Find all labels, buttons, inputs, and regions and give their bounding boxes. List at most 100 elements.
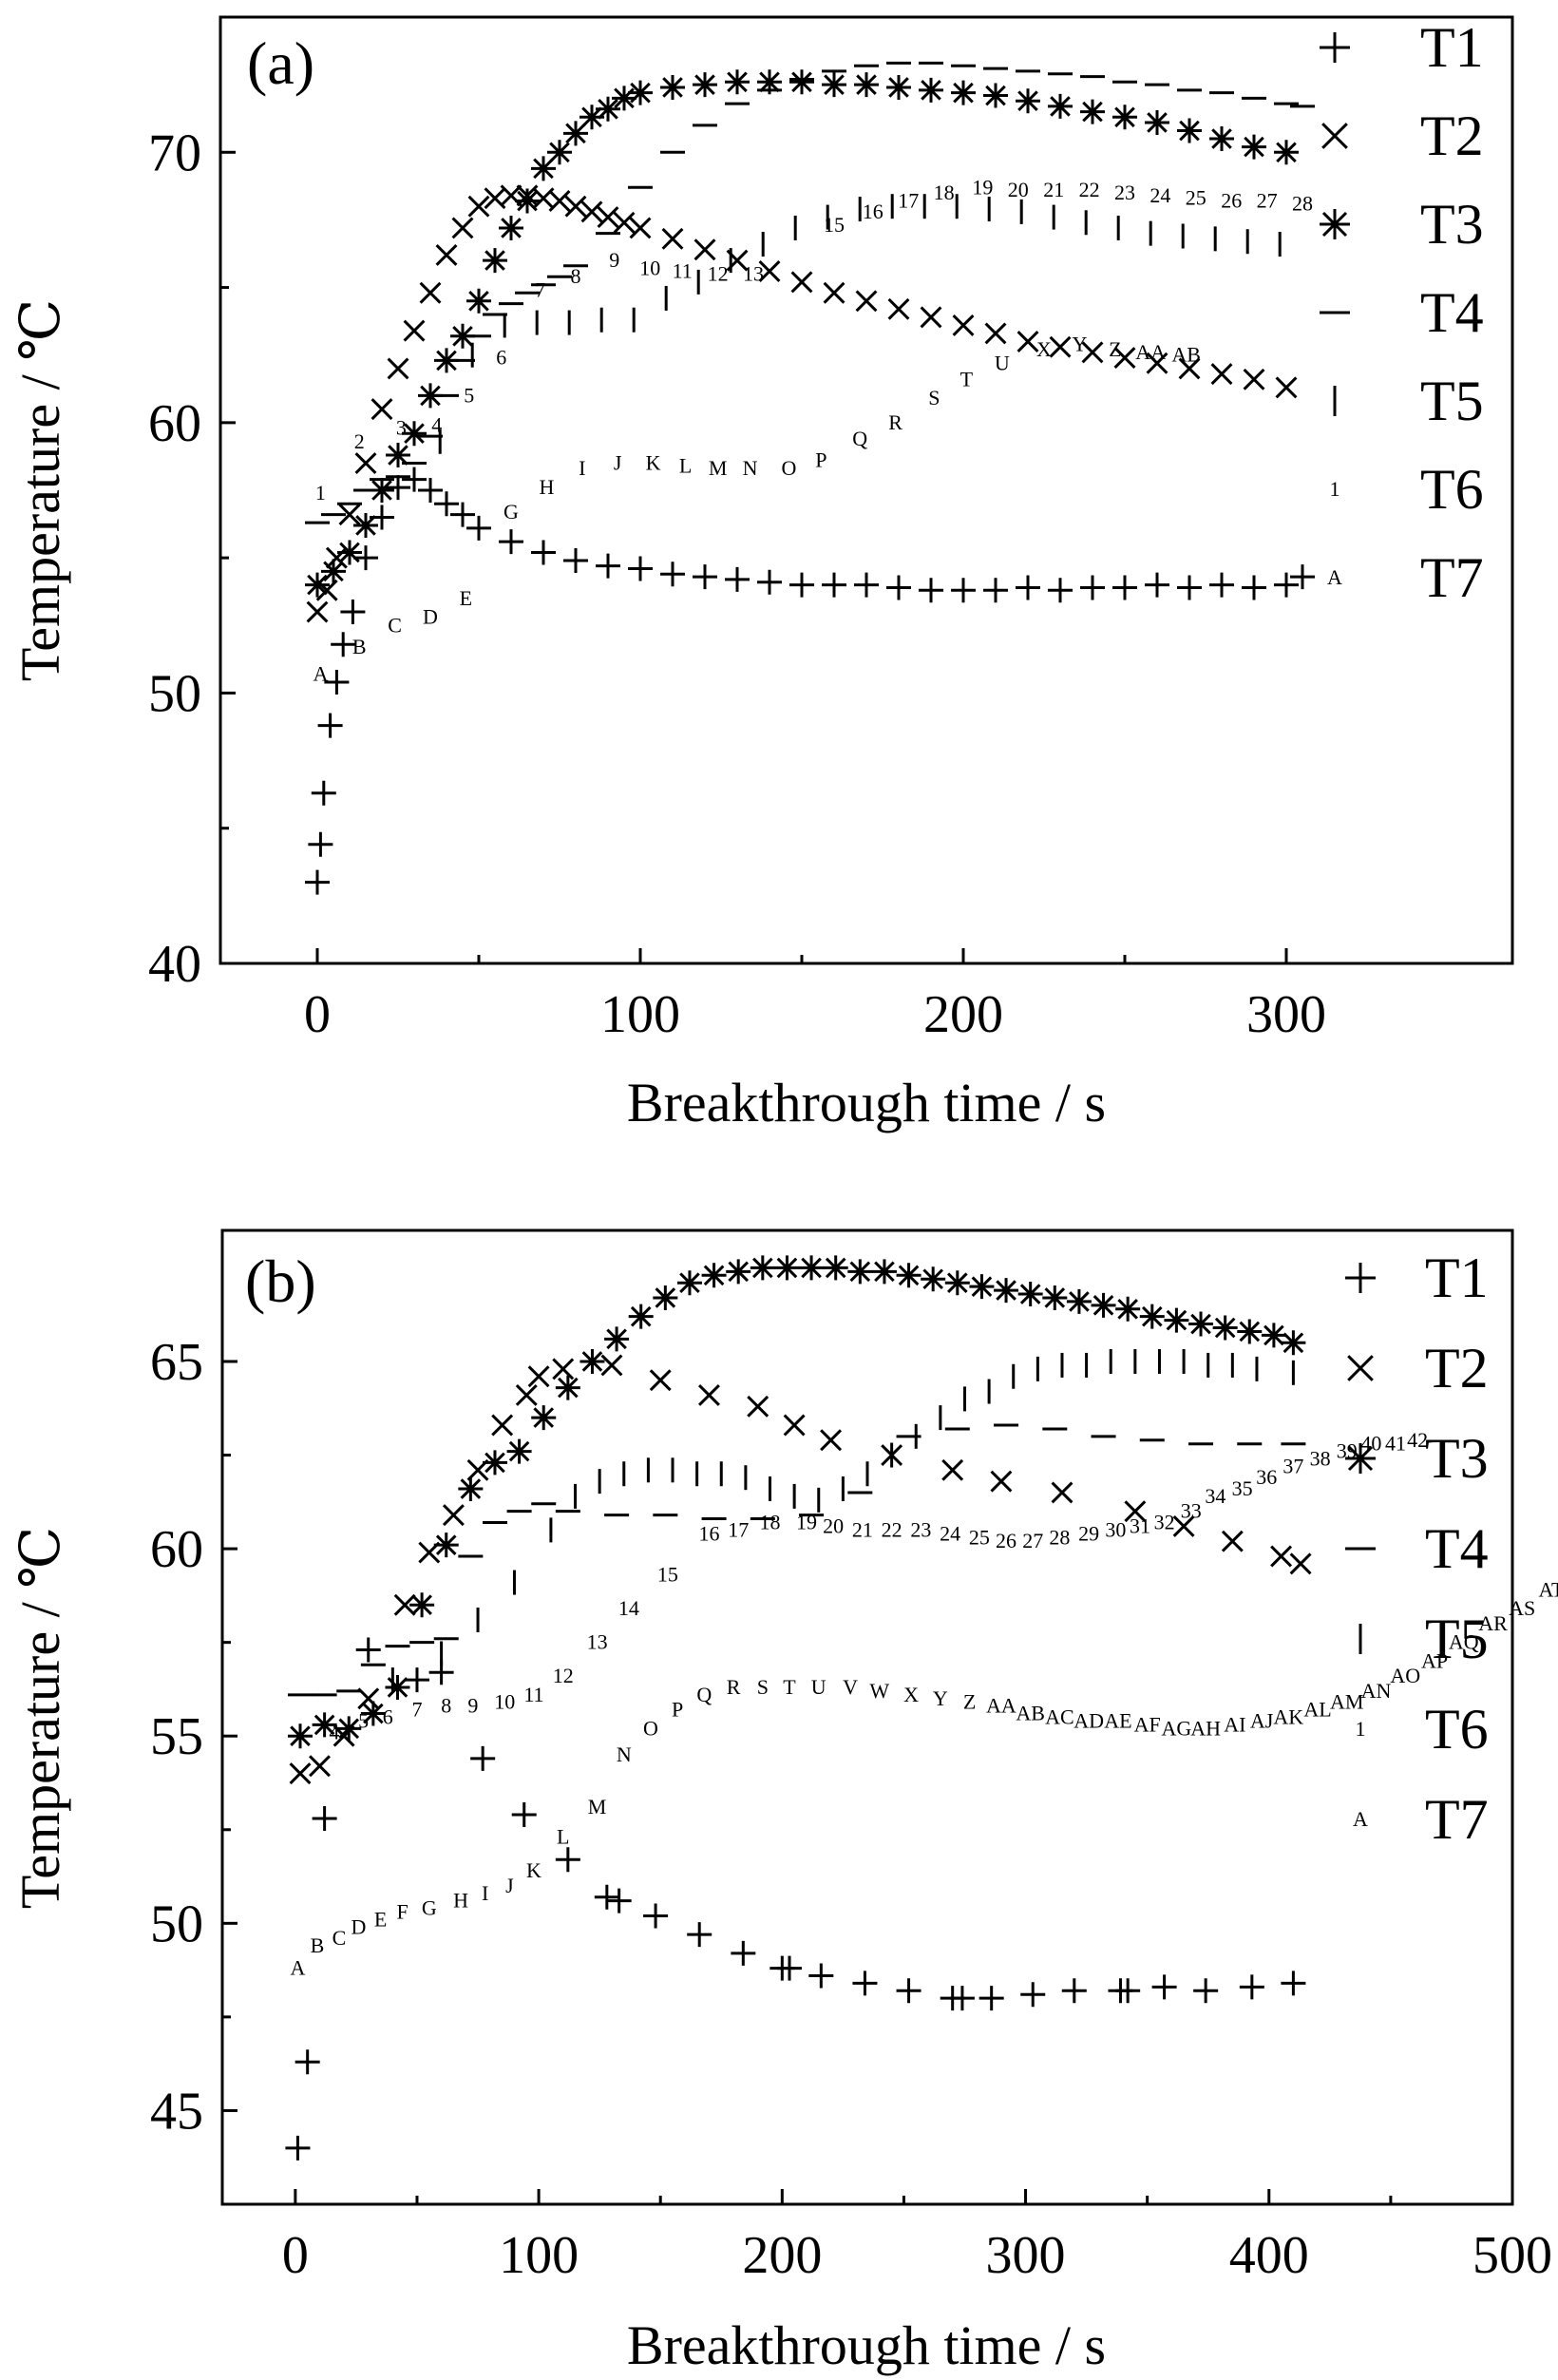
point-T7: M xyxy=(588,1795,607,1818)
point-T2 xyxy=(600,1354,623,1377)
point-T2 xyxy=(500,184,522,207)
point-T7: AQ xyxy=(1449,1630,1479,1654)
point-T6: 40 xyxy=(1360,1432,1381,1456)
point-T3 xyxy=(450,323,475,349)
point-T3 xyxy=(353,512,378,538)
point-T7: F xyxy=(396,1900,408,1924)
point-T6: 13 xyxy=(587,1630,608,1654)
point-T7: U xyxy=(811,1675,826,1699)
point-T6: 15 xyxy=(824,213,845,237)
point-T3 xyxy=(789,69,814,95)
legend-label-T7: T7 xyxy=(1425,1788,1489,1851)
point-T7: AK xyxy=(1273,1705,1303,1729)
point-T1 xyxy=(466,515,491,541)
point-T3 xyxy=(402,421,427,447)
point-T3 xyxy=(1237,1319,1263,1344)
point-T7: AL xyxy=(1303,1698,1331,1722)
point-T7: AE xyxy=(1104,1708,1131,1732)
legend-marker-T1 xyxy=(1345,1263,1376,1293)
point-T3 xyxy=(1017,1282,1043,1307)
point-T3 xyxy=(799,1255,825,1281)
axis-layer-b: 0 100 200 300 400 500 45 50 55 60 65 xyxy=(150,1333,1552,2285)
point-T6: 21 xyxy=(1043,178,1064,201)
point-T3 xyxy=(1177,118,1202,143)
point-T7: I xyxy=(579,456,585,480)
y-tick-label: 50 xyxy=(148,664,201,723)
point-T7: Z xyxy=(963,1690,976,1714)
x-tick-label: 0 xyxy=(304,985,331,1044)
point-T2 xyxy=(694,238,716,261)
point-T7: AA xyxy=(986,1694,1016,1718)
series-T1 xyxy=(285,1637,1306,2161)
point-T6: 24 xyxy=(940,1521,960,1545)
point-T2 xyxy=(338,504,361,526)
series-T1 xyxy=(305,466,1315,895)
point-T3 xyxy=(1274,140,1299,165)
point-T6: 38 xyxy=(1310,1446,1331,1470)
point-T1 xyxy=(919,578,943,603)
point-T1 xyxy=(311,780,336,806)
point-T1 xyxy=(434,491,459,517)
point-T7: H xyxy=(453,1889,468,1913)
point-T6: 5 xyxy=(464,383,474,407)
point-T3 xyxy=(969,1274,995,1300)
point-T3 xyxy=(944,1270,970,1296)
point-T6: 16 xyxy=(698,1521,719,1545)
point-T3 xyxy=(506,1438,532,1464)
point-T3 xyxy=(321,559,346,584)
x-tick-label: 300 xyxy=(986,2226,1066,2285)
legend-label-T2: T2 xyxy=(1425,1337,1489,1399)
point-T6: 18 xyxy=(760,1511,781,1534)
point-T3 xyxy=(433,1533,459,1558)
point-T6: 17 xyxy=(898,189,919,213)
point-T2 xyxy=(1221,1530,1244,1552)
point-T7: AO xyxy=(1390,1664,1420,1687)
point-T6: 27 xyxy=(1257,189,1278,213)
point-T3 xyxy=(466,288,491,314)
point-T7: AM xyxy=(1330,1690,1363,1714)
point-T1 xyxy=(499,529,523,555)
point-T1 xyxy=(789,572,814,598)
point-T2 xyxy=(564,195,587,218)
point-T1 xyxy=(854,572,879,598)
point-T7: H xyxy=(539,475,554,499)
point-T6: 9 xyxy=(467,1694,478,1718)
point-T3 xyxy=(483,248,507,274)
point-T2 xyxy=(527,1365,550,1388)
panel-label-b: (b) xyxy=(245,1247,316,1315)
point-T1 xyxy=(386,475,410,501)
point-T2 xyxy=(552,1358,575,1380)
point-T6: 21 xyxy=(852,1517,873,1541)
point-T6: 26 xyxy=(1221,189,1242,213)
point-T7: AH xyxy=(1190,1716,1221,1740)
point-T3 xyxy=(555,1375,580,1400)
legend-label-T5: T5 xyxy=(1425,1608,1489,1670)
point-T1 xyxy=(757,569,782,595)
point-T7: Q xyxy=(696,1683,712,1706)
legend-label-T5: T5 xyxy=(1420,370,1484,432)
point-T3 xyxy=(653,1285,678,1310)
point-T3 xyxy=(919,77,943,103)
point-T2 xyxy=(1113,347,1136,370)
point-T6: 28 xyxy=(1049,1525,1070,1549)
point-T1 xyxy=(808,1963,834,1989)
point-T2 xyxy=(1081,341,1104,364)
point-T7: S xyxy=(928,386,940,409)
point-T2 xyxy=(597,206,619,229)
x-tick-label: 0 xyxy=(282,2226,309,2285)
point-T6: 27 xyxy=(1022,1529,1043,1552)
point-T2 xyxy=(649,1369,672,1392)
point-T3 xyxy=(757,69,782,95)
point-T7: D xyxy=(352,1914,367,1938)
point-T3 xyxy=(1188,1311,1214,1337)
point-T6: 37 xyxy=(1282,1454,1303,1477)
point-T6: 1 xyxy=(315,481,326,505)
y-tick-label: 40 xyxy=(148,935,201,994)
point-T3 xyxy=(1261,1323,1286,1348)
legend-label-T3: T3 xyxy=(1420,193,1484,256)
point-T3 xyxy=(580,1348,605,1374)
point-T7: X xyxy=(903,1683,919,1706)
x-tick-label: 300 xyxy=(1246,985,1326,1044)
